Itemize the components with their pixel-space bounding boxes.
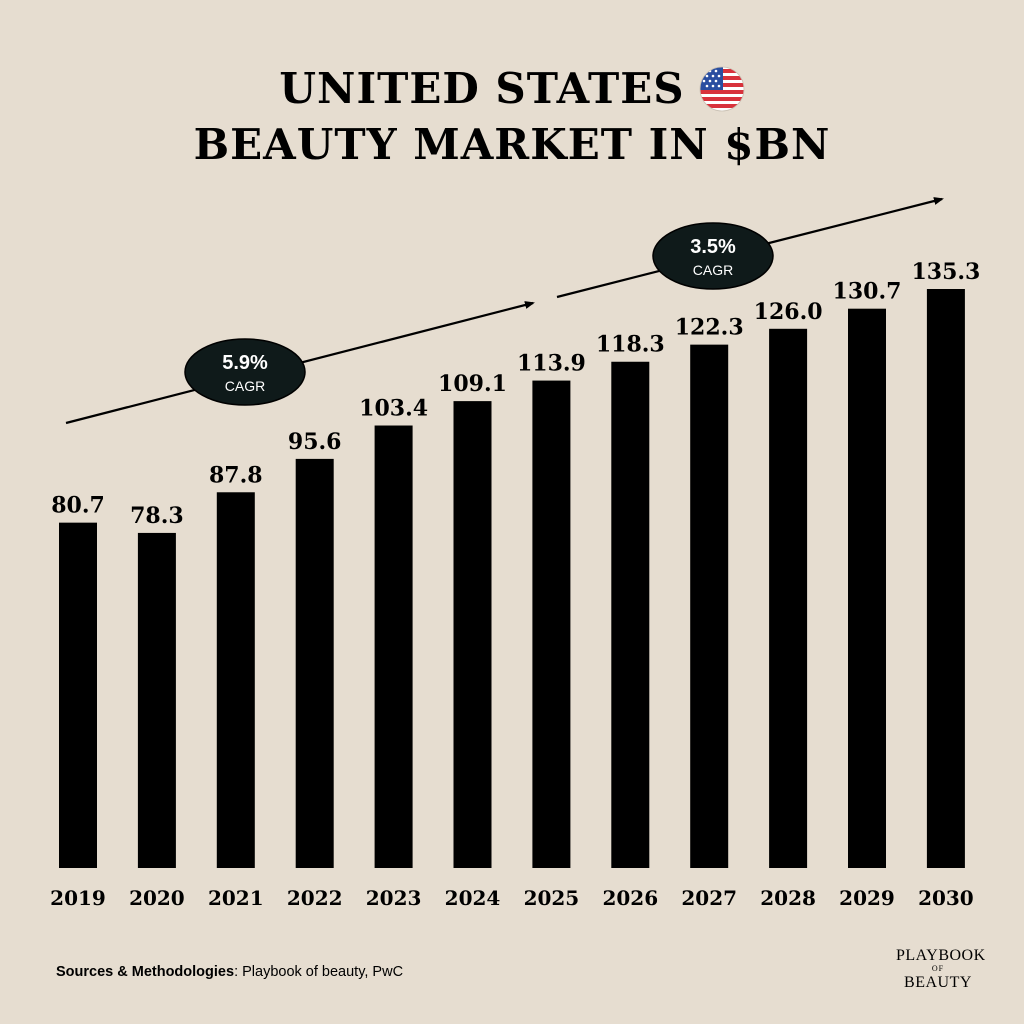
cagr-annotations-layer: 5.9% CAGR 3.5% CAGR bbox=[65, 197, 944, 425]
bar-2024 bbox=[453, 401, 492, 868]
bar-2028 bbox=[769, 328, 808, 868]
bar-2019 bbox=[59, 522, 97, 868]
bar-2030 bbox=[926, 289, 965, 868]
value-label-2020: 78.3 bbox=[130, 503, 184, 529]
sources-text: : Playbook of beauty, PwC bbox=[234, 964, 404, 980]
cagr-label-2: CAGR bbox=[693, 262, 733, 278]
bar-2020 bbox=[137, 532, 176, 868]
x-tick-2020: 2020 bbox=[129, 886, 185, 910]
cagr-value-2: 3.5% bbox=[690, 236, 736, 258]
sources-note: Sources & Methodologies: Playbook of bea… bbox=[56, 964, 403, 980]
x-tick-2028: 2028 bbox=[760, 886, 816, 910]
bar-2029 bbox=[848, 308, 886, 868]
bar-2027 bbox=[690, 344, 729, 868]
value-label-2022: 95.6 bbox=[288, 429, 342, 455]
x-tick-labels-layer: 2019 2020 2021 2022 2023 2024 2025 2026 2027 2028… bbox=[50, 886, 974, 910]
logo-line1: PLAYBOOK bbox=[896, 947, 986, 964]
logo-line3: BEAUTY bbox=[904, 974, 972, 991]
playbook-of-beauty-logo: PLAYBOOK OF BEAUTY bbox=[896, 947, 986, 991]
value-label-2023: 103.4 bbox=[359, 396, 428, 422]
bar-2026 bbox=[611, 361, 650, 868]
value-label-2027: 122.3 bbox=[675, 315, 744, 341]
cagr-label-1: CAGR bbox=[225, 378, 265, 394]
bar-2023 bbox=[374, 425, 413, 868]
chart-title-line2: BEAUTY MARKET IN $BN bbox=[193, 120, 831, 169]
value-label-2026: 118.3 bbox=[596, 332, 665, 358]
value-label-2019: 80.7 bbox=[51, 493, 105, 519]
x-tick-2023: 2023 bbox=[366, 886, 422, 910]
bar-2021 bbox=[216, 492, 255, 868]
cagr-badge-2 bbox=[652, 222, 774, 290]
logo-line2: OF bbox=[931, 964, 945, 973]
value-label-2021: 87.8 bbox=[209, 462, 263, 488]
value-labels-layer: 80.7 78.3 87.8 95.6 103.4 109.1 113.9 118.3 122.… bbox=[51, 259, 980, 529]
chart-title-line1: UNITED STATES bbox=[0, 66, 1024, 112]
value-label-2025: 113.9 bbox=[517, 351, 586, 377]
value-label-2030: 135.3 bbox=[911, 259, 980, 285]
x-tick-2029: 2029 bbox=[839, 886, 895, 910]
bar-2022 bbox=[295, 458, 334, 868]
x-tick-2022: 2022 bbox=[287, 886, 343, 910]
bars-layer bbox=[59, 289, 965, 868]
x-tick-2025: 2025 bbox=[524, 886, 580, 910]
cagr-value-1: 5.9% bbox=[222, 352, 268, 374]
sources-label: Sources & Methodologies bbox=[56, 964, 235, 980]
value-label-2029: 130.7 bbox=[833, 279, 902, 305]
x-tick-2027: 2027 bbox=[681, 886, 737, 910]
bar-2025 bbox=[532, 380, 571, 868]
x-tick-2021: 2021 bbox=[208, 886, 264, 910]
title-text-line1: UNITED STATES bbox=[279, 64, 685, 113]
cagr-badge-1 bbox=[184, 338, 306, 406]
x-tick-2024: 2024 bbox=[445, 886, 501, 910]
value-label-2024: 109.1 bbox=[438, 371, 507, 397]
x-tick-2030: 2030 bbox=[918, 886, 974, 910]
value-label-2028: 126.0 bbox=[754, 299, 823, 325]
us-flag-icon bbox=[699, 66, 744, 112]
x-tick-2019: 2019 bbox=[50, 886, 106, 910]
x-tick-2026: 2026 bbox=[602, 886, 658, 910]
